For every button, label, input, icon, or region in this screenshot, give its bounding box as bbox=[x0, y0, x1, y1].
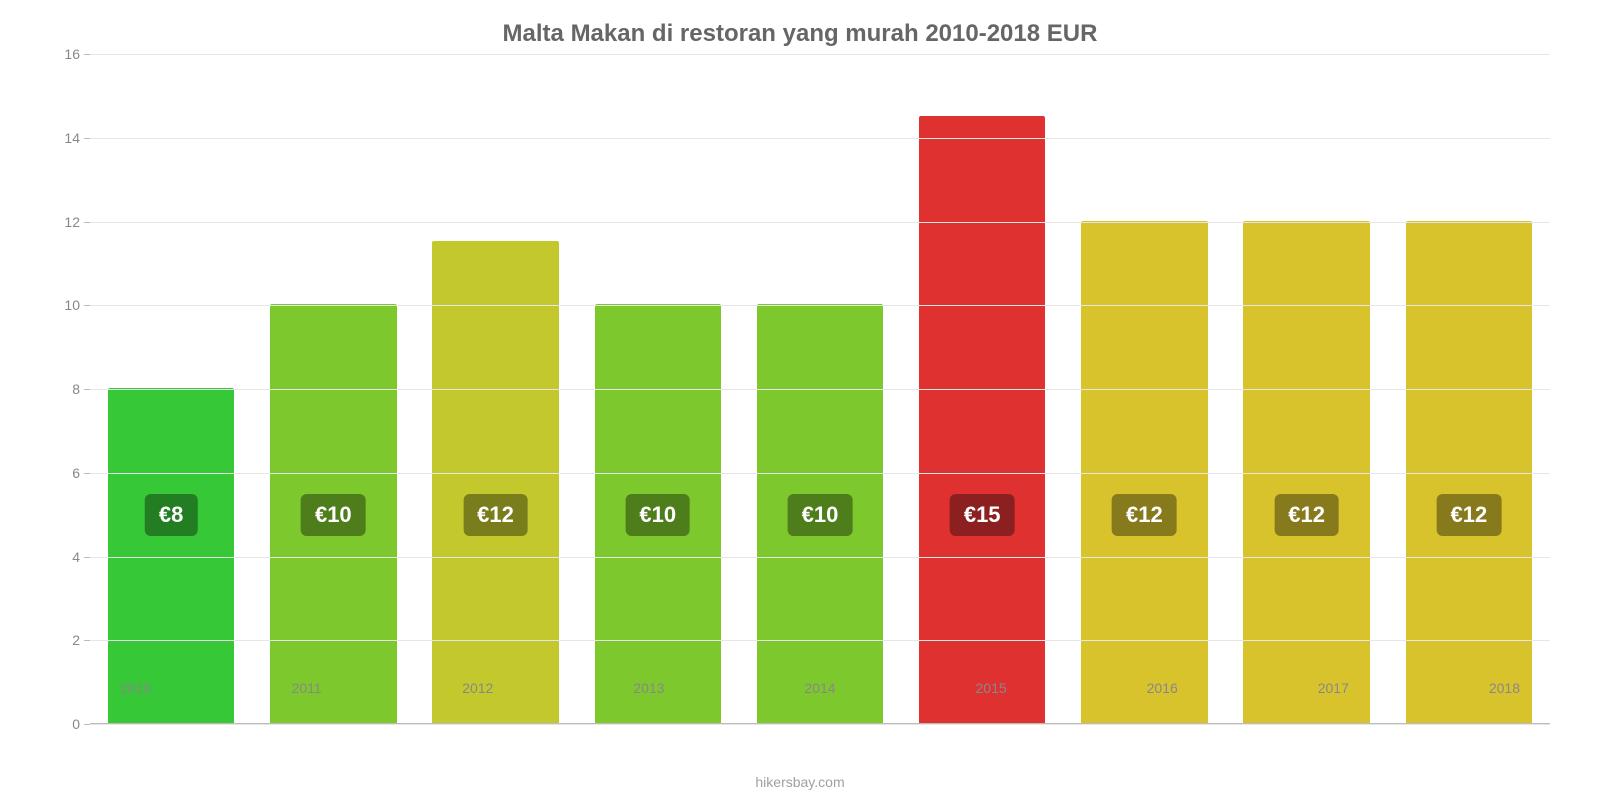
gridline bbox=[90, 222, 1550, 223]
gridline bbox=[90, 473, 1550, 474]
gridline bbox=[90, 389, 1550, 390]
gridline bbox=[90, 54, 1550, 55]
y-tick-label: 14 bbox=[64, 130, 80, 146]
gridline bbox=[90, 305, 1550, 306]
bar: €12 bbox=[1081, 221, 1208, 724]
plot-area-wrap: 0246810121416 €8€10€12€10€10€15€12€12€12 bbox=[40, 54, 1560, 724]
bar-value-label: €10 bbox=[788, 494, 853, 536]
y-tick-label: 10 bbox=[64, 297, 80, 313]
chart-container: Malta Makan di restoran yang murah 2010-… bbox=[0, 0, 1600, 800]
y-axis: 0246810121416 bbox=[40, 54, 86, 724]
bar-value-label: €12 bbox=[1274, 494, 1339, 536]
chart-title: Malta Makan di restoran yang murah 2010-… bbox=[40, 20, 1560, 48]
x-tick-label: 2014 bbox=[734, 680, 905, 696]
bar-value-label: €12 bbox=[1436, 494, 1501, 536]
y-tick bbox=[84, 222, 90, 223]
y-tick bbox=[84, 724, 90, 725]
plot-area: €8 €10 €12 €10 €10 €15 €12 €12 €12 bbox=[90, 54, 1550, 724]
x-tick-label: 2010 bbox=[50, 680, 221, 696]
y-tick bbox=[84, 305, 90, 306]
gridline bbox=[90, 724, 1550, 725]
bar-value-label: €15 bbox=[950, 494, 1015, 536]
bar: €10 bbox=[595, 304, 722, 723]
x-tick-label: 2016 bbox=[1077, 680, 1248, 696]
y-tick-label: 0 bbox=[72, 716, 80, 732]
y-tick-label: 4 bbox=[72, 549, 80, 565]
y-tick bbox=[84, 640, 90, 641]
gridline bbox=[90, 640, 1550, 641]
bar: €12 bbox=[432, 241, 559, 723]
x-tick-label: 2018 bbox=[1419, 680, 1590, 696]
bar: €10 bbox=[757, 304, 884, 723]
bar: €10 bbox=[270, 304, 397, 723]
bar: €12 bbox=[1243, 221, 1370, 724]
x-tick-label: 2013 bbox=[563, 680, 734, 696]
x-axis-labels: 201020112012201320142015201620172018 bbox=[50, 680, 1590, 696]
gridline bbox=[90, 557, 1550, 558]
y-tick-label: 12 bbox=[64, 214, 80, 230]
y-tick-label: 6 bbox=[72, 465, 80, 481]
bar-value-label: €12 bbox=[463, 494, 528, 536]
x-tick-label: 2015 bbox=[906, 680, 1077, 696]
bar: €15 bbox=[919, 116, 1046, 723]
chart-footer: hikersbay.com bbox=[0, 774, 1600, 790]
y-tick-label: 2 bbox=[72, 632, 80, 648]
y-tick-label: 8 bbox=[72, 381, 80, 397]
y-tick bbox=[84, 138, 90, 139]
y-tick bbox=[84, 54, 90, 55]
x-tick-label: 2012 bbox=[392, 680, 563, 696]
y-tick bbox=[84, 557, 90, 558]
y-tick-label: 16 bbox=[64, 46, 80, 62]
bar-value-label: €10 bbox=[301, 494, 366, 536]
x-tick-label: 2011 bbox=[221, 680, 392, 696]
y-tick bbox=[84, 389, 90, 390]
bar: €8 bbox=[108, 388, 235, 723]
bar: €12 bbox=[1406, 221, 1533, 724]
bar-value-label: €8 bbox=[145, 494, 197, 536]
y-tick bbox=[84, 473, 90, 474]
gridline bbox=[90, 138, 1550, 139]
x-tick-label: 2017 bbox=[1248, 680, 1419, 696]
bar-value-label: €12 bbox=[1112, 494, 1177, 536]
bar-value-label: €10 bbox=[625, 494, 690, 536]
